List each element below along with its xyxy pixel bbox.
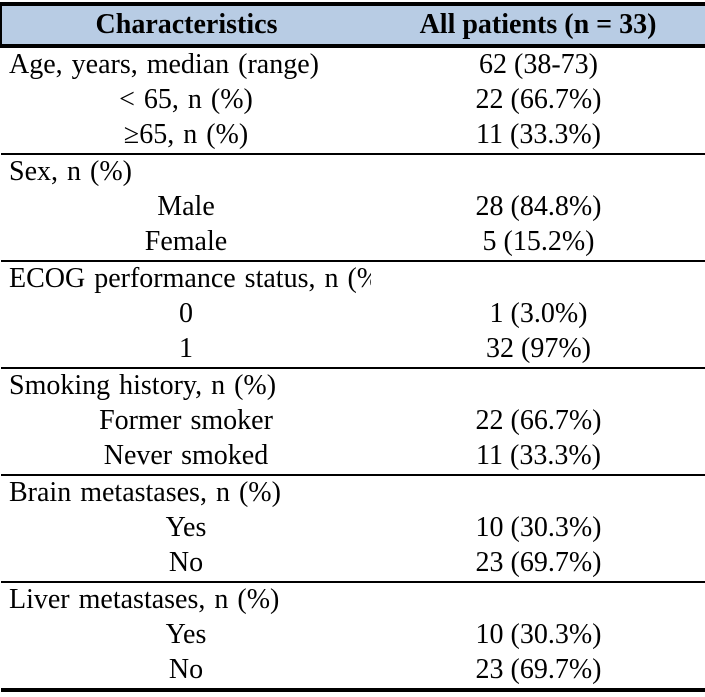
row-value: 5 (15.2%) — [482, 226, 595, 258]
row-label: Yes — [165, 512, 207, 544]
table-row: Brain metastases, n (%) — [1, 475, 705, 511]
header-row: Characteristics All patients (n = 33) — [0, 2, 705, 48]
row-label: Sex, n (%) — [9, 156, 132, 188]
table-row: Age, years, median (range) 62 (38-73) — [1, 46, 705, 83]
table-row: Smoking history, n (%) — [1, 368, 705, 404]
table-row: Yes 10 (30.3%) — [1, 511, 705, 546]
row-value: 10 (30.3%) — [475, 619, 602, 651]
row-value: 28 (84.8%) — [475, 191, 602, 223]
header-characteristics: Characteristics — [0, 2, 371, 48]
table-row: Former smoker 22 (66.7%) — [1, 404, 705, 439]
row-label: Brain metastases, n (%) — [9, 477, 281, 509]
row-value: 22 (66.7%) — [475, 405, 602, 437]
row-value — [371, 475, 705, 511]
table-row: Sex, n (%) — [1, 154, 705, 190]
table-row: Liver metastases, n (%) — [1, 582, 705, 618]
row-value — [371, 261, 705, 297]
row-label: Never smoked — [103, 440, 269, 472]
row-value: 23 (69.7%) — [475, 654, 602, 686]
table-row: 1 32 (97%) — [1, 332, 705, 368]
row-label: Former smoker — [99, 405, 273, 437]
table-row: Male 28 (84.8%) — [1, 190, 705, 225]
row-value: 62 (38-73) — [479, 49, 598, 81]
row-label: Yes — [165, 619, 207, 651]
row-value — [371, 582, 705, 618]
table-row: ECOG performance status, n (%) — [1, 261, 705, 297]
table-row: No 23 (69.7%) — [1, 546, 705, 582]
table-row: < 65, n (%) 22 (66.7%) — [1, 83, 705, 118]
row-label: No — [168, 547, 204, 579]
row-label: ECOG performance status, n (%) — [9, 263, 371, 295]
section-liver-metastases: Liver metastases, n (%) Yes 10 (30.3%) N… — [1, 582, 705, 690]
row-label: Liver metastases, n (%) — [9, 584, 280, 616]
section-smoking: Smoking history, n (%) Former smoker 22 … — [1, 368, 705, 475]
row-value: 22 (66.7%) — [475, 84, 602, 116]
row-value — [371, 368, 705, 404]
row-label: No — [168, 654, 204, 686]
row-label: Age, years, median (range) — [9, 49, 319, 81]
row-value: 32 (97%) — [486, 333, 591, 365]
table-row: Never smoked 11 (33.3%) — [1, 439, 705, 475]
row-value: 1 (3.0%) — [489, 298, 588, 330]
row-label: 1 — [179, 333, 193, 365]
section-ecog: ECOG performance status, n (%) 0 1 (3.0%… — [1, 261, 705, 368]
row-value: 23 (69.7%) — [475, 547, 602, 579]
row-value: 11 (33.3%) — [476, 440, 601, 472]
row-value: 10 (30.3%) — [475, 512, 602, 544]
table-row: No 23 (69.7%) — [1, 653, 705, 690]
section-sex: Sex, n (%) Male 28 (84.8%) Female 5 (15.… — [1, 154, 705, 261]
header-all-patients: All patients (n = 33) — [371, 2, 705, 48]
row-label: Female — [144, 226, 228, 258]
row-label: Smoking history, n (%) — [9, 370, 277, 402]
table-row: ≥65, n (%) 11 (33.3%) — [1, 118, 705, 154]
row-label: ≥65, n (%) — [123, 119, 249, 151]
table-row: 0 1 (3.0%) — [1, 297, 705, 332]
row-label: Male — [157, 191, 215, 223]
row-value — [371, 154, 705, 190]
row-label: < 65, n (%) — [119, 84, 253, 116]
row-label: 0 — [179, 298, 193, 330]
table-row: Female 5 (15.2%) — [1, 225, 705, 261]
section-brain-metastases: Brain metastases, n (%) Yes 10 (30.3%) N… — [1, 475, 705, 582]
table-header: Characteristics All patients (n = 33) — [0, 2, 705, 48]
section-age: Age, years, median (range) 62 (38-73) < … — [1, 46, 705, 154]
table-row: Yes 10 (30.3%) — [1, 618, 705, 653]
row-value: 11 (33.3%) — [476, 119, 601, 151]
